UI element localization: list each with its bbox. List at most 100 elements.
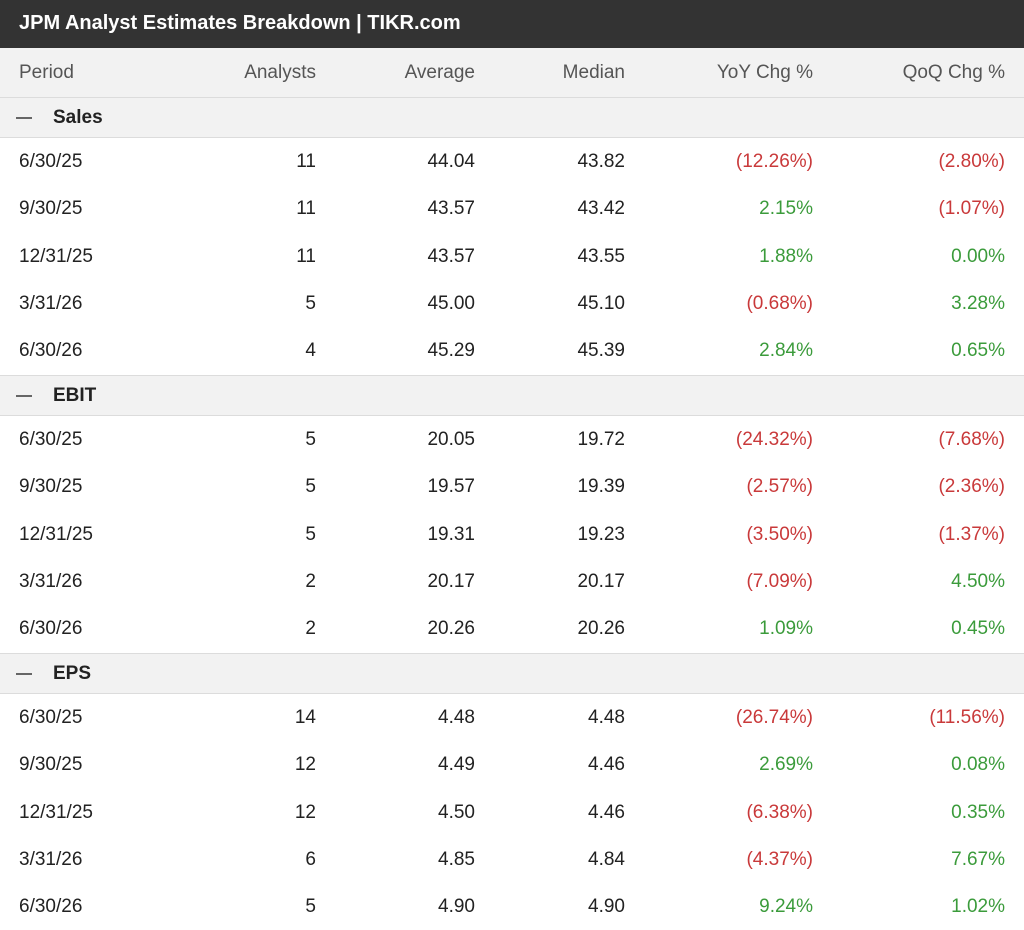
cell-qoq-chg: (7.68%) <box>938 429 1005 450</box>
cell-qoq-chg: (1.07%) <box>938 198 1005 220</box>
cell-qoq-chg: 7.67% <box>951 848 1005 870</box>
column-header-analysts[interactable]: Analysts <box>244 62 316 83</box>
cell-average: 44.04 <box>427 151 475 172</box>
cell-qoq-chg: (1.37%) <box>938 523 1005 545</box>
cell-yoy-chg: (24.32%) <box>735 429 813 450</box>
table-row: 3/31/26 5 45.00 45.10 (0.68%) 3.28% <box>0 280 1024 327</box>
cell-median: 43.82 <box>577 151 625 172</box>
table-row: 6/30/26 5 4.90 4.90 9.24% 1.02% <box>0 883 1024 930</box>
cell-median: 19.39 <box>577 476 625 498</box>
cell-qoq-chg: (2.36%) <box>938 476 1005 498</box>
cell-median: 20.26 <box>577 618 625 640</box>
column-header-median[interactable]: Median <box>562 62 625 83</box>
cell-yoy-chg: 2.84% <box>759 340 813 362</box>
cell-period: 6/30/26 <box>19 618 83 640</box>
cell-analysts: 5 <box>305 523 316 545</box>
cell-analysts: 11 <box>296 198 316 220</box>
table-row: 6/30/26 4 45.29 45.39 2.84% 0.65% <box>0 327 1024 374</box>
cell-average: 45.29 <box>427 340 475 362</box>
cell-yoy-chg: (12.26%) <box>735 151 813 172</box>
cell-qoq-chg: (2.80%) <box>938 151 1005 172</box>
section-label: EBIT <box>53 385 97 406</box>
cell-yoy-chg: (0.68%) <box>746 292 813 314</box>
table-row: 6/30/25 14 4.48 4.48 (26.74%) (11.56%) <box>0 694 1024 741</box>
cell-period: 6/30/25 <box>19 151 83 172</box>
cell-average: 19.31 <box>427 523 475 545</box>
table-row: 6/30/26 2 20.26 20.26 1.09% 0.45% <box>0 605 1024 652</box>
cell-yoy-chg: (2.57%) <box>746 476 813 498</box>
cell-analysts: 5 <box>305 896 316 918</box>
cell-qoq-chg: 0.08% <box>951 754 1005 776</box>
table-row: 6/30/25 11 44.04 43.82 (12.26%) (2.80%) <box>0 138 1024 185</box>
cell-analysts: 2 <box>305 570 316 592</box>
cell-median: 43.55 <box>577 245 625 267</box>
table-row: 9/30/25 5 19.57 19.39 (2.57%) (2.36%) <box>0 463 1024 510</box>
column-header-period[interactable]: Period <box>19 62 74 83</box>
cell-period: 6/30/26 <box>19 896 83 918</box>
cell-analysts: 2 <box>305 618 316 640</box>
cell-period: 3/31/26 <box>19 292 83 314</box>
cell-analysts: 6 <box>305 848 316 870</box>
cell-period: 12/31/25 <box>19 801 93 823</box>
cell-qoq-chg: 4.50% <box>951 570 1005 592</box>
cell-yoy-chg: (7.09%) <box>746 570 813 592</box>
cell-average: 45.00 <box>427 292 475 314</box>
cell-average: 19.57 <box>427 476 475 498</box>
cell-analysts: 5 <box>305 429 316 450</box>
cell-period: 6/30/25 <box>19 707 83 728</box>
cell-median: 19.72 <box>577 429 625 450</box>
cell-median: 4.46 <box>588 801 625 823</box>
cell-average: 43.57 <box>427 198 475 220</box>
cell-analysts: 5 <box>305 476 316 498</box>
column-header-average[interactable]: Average <box>404 62 475 83</box>
cell-median: 45.39 <box>577 340 625 362</box>
cell-period: 3/31/26 <box>19 570 83 592</box>
cell-median: 19.23 <box>577 523 625 545</box>
cell-analysts: 12 <box>294 754 316 776</box>
section-label: Sales <box>53 107 103 128</box>
cell-yoy-chg: 2.69% <box>759 754 813 776</box>
cell-qoq-chg: 0.00% <box>951 245 1005 267</box>
cell-average: 4.85 <box>438 848 475 870</box>
section-header-ebit[interactable]: EBIT <box>0 375 1024 416</box>
cell-period: 9/30/25 <box>19 754 83 776</box>
cell-analysts: 11 <box>296 245 316 267</box>
table-row: 12/31/25 5 19.31 19.23 (3.50%) (1.37%) <box>0 511 1024 558</box>
cell-analysts: 4 <box>305 340 316 362</box>
section-label: EPS <box>53 663 92 684</box>
column-header-qoq-chg[interactable]: QoQ Chg % <box>902 62 1005 83</box>
cell-period: 6/30/26 <box>19 340 83 362</box>
table-row: 12/31/25 12 4.50 4.46 (6.38%) 0.35% <box>0 789 1024 836</box>
section-header-eps[interactable]: EPS <box>0 653 1024 694</box>
cell-average: 4.90 <box>438 896 475 918</box>
collapse-minus-icon[interactable] <box>16 673 32 675</box>
cell-period: 3/31/26 <box>19 848 83 870</box>
cell-yoy-chg: (3.50%) <box>746 523 813 545</box>
cell-period: 6/30/25 <box>19 429 83 450</box>
table-row: 9/30/25 11 43.57 43.42 2.15% (1.07%) <box>0 185 1024 232</box>
cell-average: 20.05 <box>427 429 475 450</box>
cell-qoq-chg: 0.65% <box>951 340 1005 362</box>
cell-yoy-chg: 9.24% <box>759 896 813 918</box>
cell-average: 4.48 <box>438 707 475 728</box>
cell-average: 43.57 <box>427 245 475 267</box>
cell-yoy-chg: (4.37%) <box>746 848 813 870</box>
cell-median: 4.46 <box>588 754 625 776</box>
cell-median: 20.17 <box>577 570 625 592</box>
cell-yoy-chg: (26.74%) <box>735 707 813 728</box>
cell-average: 4.49 <box>438 754 475 776</box>
cell-yoy-chg: 1.09% <box>759 618 813 640</box>
collapse-minus-icon[interactable] <box>16 395 32 397</box>
cell-median: 4.84 <box>588 848 625 870</box>
cell-yoy-chg: (6.38%) <box>746 801 813 823</box>
cell-average: 4.50 <box>438 801 475 823</box>
section-header-sales[interactable]: Sales <box>0 97 1024 138</box>
cell-yoy-chg: 1.88% <box>759 245 813 267</box>
cell-average: 20.17 <box>427 570 475 592</box>
column-header-yoy-chg[interactable]: YoY Chg % <box>716 62 813 83</box>
cell-period: 9/30/25 <box>19 198 83 220</box>
cell-analysts: 11 <box>296 151 316 172</box>
collapse-minus-icon[interactable] <box>16 117 32 119</box>
table-row: 3/31/26 6 4.85 4.84 (4.37%) 7.67% <box>0 836 1024 883</box>
table-row: 9/30/25 12 4.49 4.46 2.69% 0.08% <box>0 741 1024 788</box>
